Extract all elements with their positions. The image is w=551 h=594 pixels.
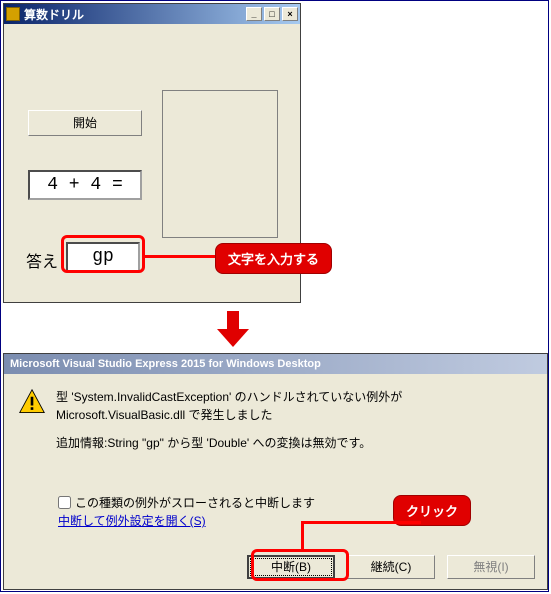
minimize-button[interactable]: _ xyxy=(246,7,262,21)
window-buttons: _ □ × xyxy=(246,7,298,21)
message-line-2: 追加情報:String "gp" から型 'Double' への変換は無効です。 xyxy=(56,434,533,452)
close-button[interactable]: × xyxy=(282,7,298,21)
dialog-title: Microsoft Visual Studio Express 2015 for… xyxy=(10,358,321,370)
warning-row: 型 'System.InvalidCastException' のハンドルされて… xyxy=(18,388,533,462)
break-on-exception-checkbox[interactable] xyxy=(58,496,71,509)
callout-input-text: 文字を入力する xyxy=(215,243,332,274)
connector-line-2b xyxy=(301,521,421,524)
checkbox-label: この種類の例外がスローされると中断します xyxy=(75,494,315,511)
exception-settings-link[interactable]: 中断して例外設定を開く(S) xyxy=(58,514,206,528)
dialog-body: 型 'System.InvalidCastException' のハンドルされて… xyxy=(4,374,547,589)
titlebar: 算数ドリル _ □ × xyxy=(4,4,300,24)
continue-button[interactable]: 継続(C) xyxy=(347,555,435,579)
expression-display: 4 + 4 = xyxy=(28,170,142,200)
link-row: 中断して例外設定を開く(S) xyxy=(58,512,206,529)
answer-label: 答え xyxy=(26,248,58,272)
answer-input[interactable]: gp xyxy=(66,242,140,272)
exception-dialog: Microsoft Visual Studio Express 2015 for… xyxy=(3,353,548,590)
dialog-message: 型 'System.InvalidCastException' のハンドルされて… xyxy=(56,388,533,462)
checkbox-row: この種類の例外がスローされると中断します xyxy=(58,494,315,511)
dialog-button-row: 中断(B) 継続(C) 無視(I) xyxy=(247,555,535,579)
message-line-1: 型 'System.InvalidCastException' のハンドルされて… xyxy=(56,388,533,424)
window-title: 算数ドリル xyxy=(24,6,246,23)
tutorial-frame: 算数ドリル _ □ × 開始 4 + 4 = 答え gp 文字を入力する Mic… xyxy=(0,0,549,592)
dialog-titlebar: Microsoft Visual Studio Express 2015 for… xyxy=(4,354,547,374)
start-button[interactable]: 開始 xyxy=(28,110,142,136)
app-icon xyxy=(6,7,20,21)
warning-icon xyxy=(18,388,46,416)
break-button[interactable]: 中断(B) xyxy=(247,555,335,579)
ignore-button[interactable]: 無視(I) xyxy=(447,555,535,579)
connector-line-1 xyxy=(145,255,217,258)
display-panel xyxy=(162,90,278,238)
connector-line-2a xyxy=(301,521,304,551)
maximize-button[interactable]: □ xyxy=(264,7,280,21)
